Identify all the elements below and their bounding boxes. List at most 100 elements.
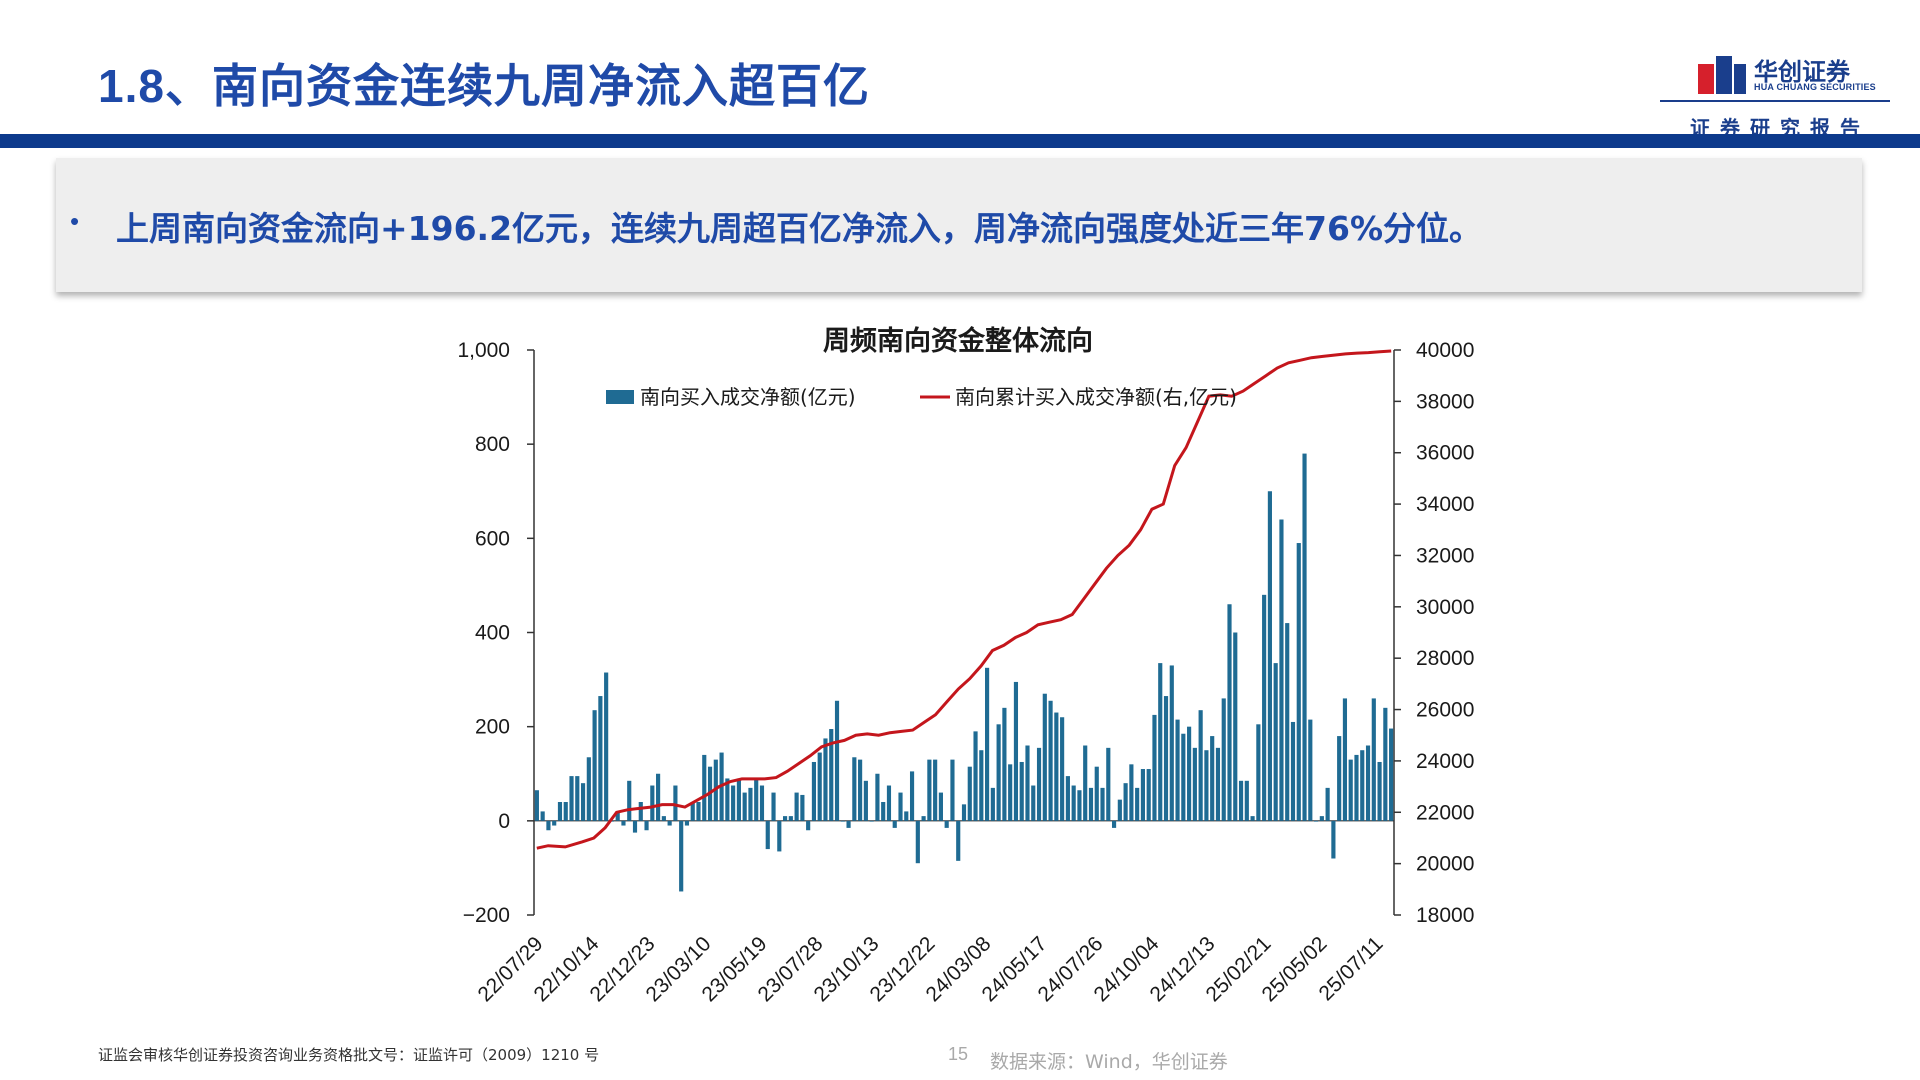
left-axis-tick-label: 800 [475, 433, 510, 456]
logo-company-name: 华创证券 [1754, 58, 1850, 86]
left-axis-tick-label: 400 [475, 622, 510, 645]
bar [1215, 747, 1221, 821]
bar [1036, 747, 1042, 821]
bar [800, 794, 805, 821]
left-axis-tick-label: −200 [463, 904, 510, 927]
left-axis-tick-label: 600 [475, 527, 510, 550]
bar [1025, 745, 1030, 821]
bar [1383, 707, 1388, 821]
bar [609, 820, 614, 822]
legend-bar-swatch [606, 390, 634, 404]
bar [546, 820, 551, 831]
bar [829, 729, 834, 821]
bar [1296, 543, 1301, 821]
bar [788, 816, 793, 821]
bar [823, 738, 828, 821]
bar [898, 792, 903, 821]
bar [1163, 696, 1169, 821]
bar [667, 820, 672, 826]
bar [598, 696, 603, 821]
bar [684, 820, 690, 826]
bar [638, 802, 643, 821]
right-axis-tick-label: 26000 [1416, 699, 1474, 722]
bar [1048, 700, 1053, 821]
right-axis-tick-label: 20000 [1416, 853, 1474, 876]
bar [973, 731, 978, 821]
bar [1389, 728, 1394, 821]
bar [679, 820, 684, 892]
bar [731, 785, 736, 821]
logo-company-english: HUA CHUANG SECURITIES [1754, 82, 1876, 92]
bar [1319, 816, 1324, 821]
bar [1065, 776, 1070, 821]
left-axis-tick-label: 0 [498, 810, 510, 833]
bar [1013, 681, 1019, 821]
bar [1262, 594, 1267, 821]
bar [1342, 698, 1348, 821]
bar [875, 773, 880, 821]
bar [967, 766, 972, 821]
bar [575, 776, 580, 821]
bar [1285, 623, 1290, 821]
bar [1279, 519, 1284, 821]
bar [632, 820, 638, 833]
bar [1146, 769, 1151, 821]
bar [1331, 820, 1336, 859]
left-axis-tick-label: 1,000 [457, 339, 510, 362]
bar [1354, 754, 1359, 821]
logo-divider [1660, 100, 1890, 102]
bar-series [534, 453, 1394, 892]
bar [673, 785, 678, 821]
bar [806, 820, 811, 831]
bar [1348, 759, 1353, 821]
bar [1077, 790, 1082, 821]
bar [1054, 712, 1059, 821]
bar [961, 804, 967, 821]
bar [1123, 783, 1128, 821]
bar [1210, 736, 1215, 821]
bullet-icon: • [70, 206, 80, 236]
bar [1267, 491, 1272, 821]
right-axis-tick-label: 36000 [1416, 442, 1474, 465]
right-axis-tick-label: 22000 [1416, 801, 1474, 824]
bar [1169, 665, 1174, 821]
right-axis-tick-label: 24000 [1416, 750, 1474, 773]
bar [725, 778, 730, 821]
bar [1031, 785, 1036, 821]
bar [552, 820, 557, 826]
bar [1256, 724, 1261, 821]
bar [1371, 698, 1376, 821]
bar [938, 792, 943, 821]
bar [1060, 717, 1065, 821]
bar [921, 816, 926, 821]
bar [990, 787, 995, 821]
bar [794, 792, 799, 821]
bar [1187, 726, 1192, 821]
bar [1181, 733, 1186, 821]
bar [950, 759, 955, 821]
bar [927, 759, 932, 821]
bar [863, 780, 868, 821]
bar [661, 816, 666, 821]
bar [563, 802, 568, 821]
bar [1273, 663, 1278, 821]
bar [1308, 719, 1313, 821]
bar [1250, 816, 1255, 821]
bar [569, 776, 574, 821]
bar [644, 820, 649, 831]
bar [765, 820, 770, 850]
bar [592, 710, 597, 821]
legend-bar-label: 南向买入成交净额(亿元) [640, 385, 856, 409]
header-band [0, 134, 1920, 148]
bar [1083, 745, 1088, 821]
bar [1042, 693, 1047, 821]
bar [702, 754, 707, 821]
bar [615, 811, 620, 821]
bar [534, 790, 539, 821]
bar [742, 792, 747, 821]
bar [1071, 785, 1076, 821]
bar [604, 672, 609, 821]
bar [1002, 707, 1007, 821]
bar [627, 780, 632, 821]
